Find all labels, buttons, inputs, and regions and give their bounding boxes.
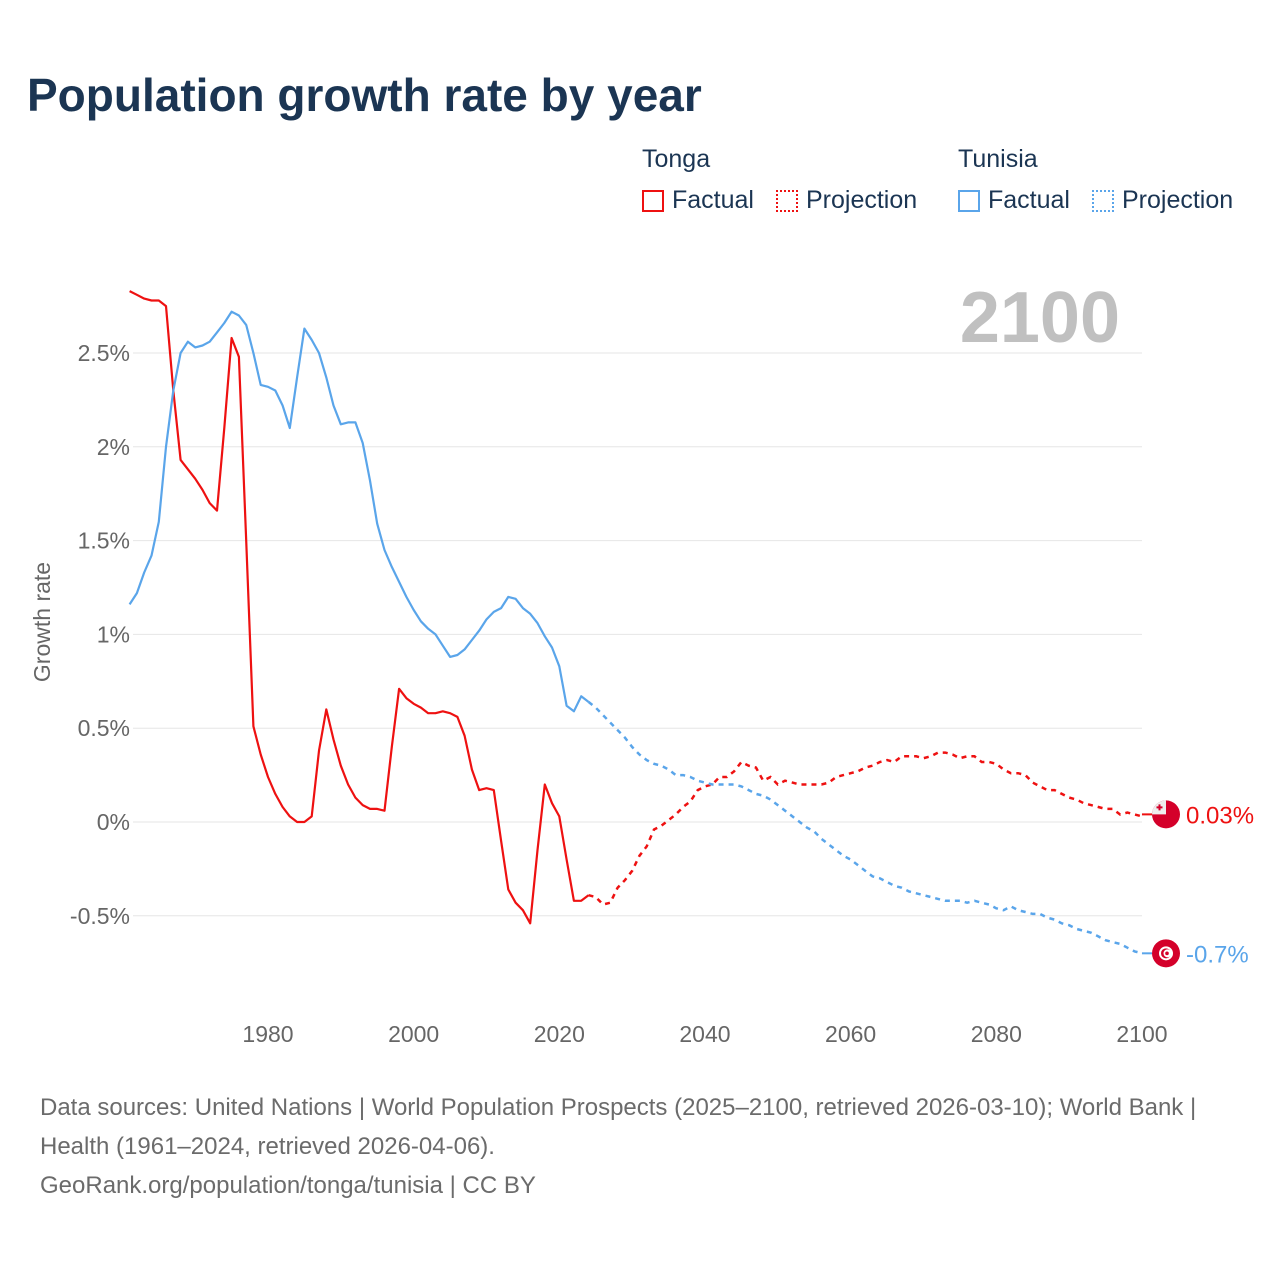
legend-label: Factual — [988, 186, 1070, 214]
x-tick-label: 2000 — [388, 1021, 439, 1047]
x-tick-label: 2100 — [1116, 1021, 1167, 1047]
series-line-tonga-projection — [588, 751, 1143, 906]
y-tick-label: 2.5% — [78, 340, 130, 366]
x-tick-label: 2040 — [679, 1021, 730, 1047]
y-tick-label: 0% — [97, 809, 130, 835]
chart-title: Population growth rate by year — [27, 69, 702, 121]
y-tick-label: 2% — [97, 434, 130, 460]
data-sources: Data sources: United Nations | World Pop… — [40, 1094, 1197, 1160]
legend-label: Factual — [672, 186, 754, 214]
x-tick-label: 2080 — [971, 1021, 1022, 1047]
x-tick-label: 2060 — [825, 1021, 876, 1047]
tunisia-flag-icon — [1152, 939, 1180, 968]
legend-swatch-dotted — [776, 189, 798, 212]
y-tick-label: -0.5% — [70, 903, 130, 929]
legend-swatch-solid — [642, 189, 664, 212]
plot-area: -0.5% 0% 0.5% 1% 1.5% 2% 2.5% 1980 2000 2020 2040 2… — [29, 278, 1254, 1047]
legend-tunisia-factual[interactable]: Factual — [958, 186, 1070, 215]
legend-swatch-solid — [958, 189, 980, 212]
credit-link[interactable]: GeoRank.org/population/tonga/tunisia | C… — [40, 1172, 536, 1199]
y-axis-title: Growth rate — [29, 562, 55, 682]
x-tick-label: 1980 — [242, 1021, 293, 1047]
series-line-tunisia-projection — [587, 700, 1143, 955]
year-display: 2100 — [960, 278, 1120, 358]
legend-tunisia-projection[interactable]: Projection — [1092, 186, 1233, 215]
legend-group-tunisia: Tunisia — [958, 145, 1038, 173]
legend-label: Projection — [806, 186, 918, 214]
legend-swatch-dotted — [1092, 189, 1114, 212]
y-tick-label: 1% — [97, 621, 130, 647]
series-line-tonga-factual — [129, 290, 590, 925]
x-tick-label: 2020 — [534, 1021, 585, 1047]
end-value-label: 0.03% — [1186, 802, 1254, 829]
footer: Data sources: United Nations | World Pop… — [40, 1088, 1240, 1205]
legend-label: Projection — [1122, 186, 1234, 214]
legend-group-tonga: Tonga — [642, 145, 711, 173]
series-line-tunisia-factual — [128, 310, 590, 713]
legend-tonga-projection[interactable]: Projection — [776, 186, 917, 215]
tonga-flag-icon — [1152, 800, 1180, 829]
y-tick-label: 0.5% — [78, 715, 130, 741]
legend-tonga-factual[interactable]: Factual — [642, 186, 754, 215]
end-value-label: -0.7% — [1186, 941, 1249, 968]
y-tick-label: 1.5% — [78, 528, 130, 554]
